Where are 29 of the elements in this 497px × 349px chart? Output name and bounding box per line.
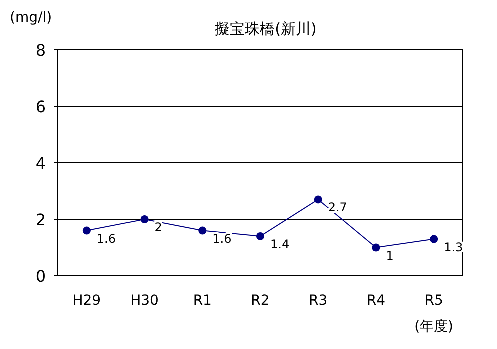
data-label: 1.4 [270,237,290,252]
x-axis-title: (年度) [414,319,454,335]
data-label: 1.6 [212,232,232,246]
y-tick-label: 2 [36,210,46,230]
x-tick-label: R2 [251,293,270,309]
point [82,226,91,235]
data-label: 2.7 [328,200,348,215]
x-tick-label: H30 [130,293,159,309]
x-tick-label: H29 [72,293,102,309]
data-label: 1.3 [444,240,464,254]
y-tick-label: 8 [36,41,46,60]
chart-title: 擬宝珠橋(新川) [215,20,317,38]
point [372,244,380,252]
point [314,196,322,204]
y-tick-label: 4 [36,154,46,173]
data-label: 1.6 [96,232,116,246]
point [140,216,149,224]
x-tick-label: R1 [193,293,212,309]
data-label: 2 [154,220,162,234]
point [198,226,207,235]
x-tick-label: R4 [366,293,386,309]
data-label: 1 [386,248,394,263]
point [430,235,438,244]
y-tick-label: 6 [36,98,46,116]
x-tick-label: R3 [309,293,328,309]
y-axis-title: (mg/l) [10,10,52,26]
point [256,232,264,240]
x-tick-label: R5 [424,293,444,309]
y-tick-label: 0 [36,267,46,286]
